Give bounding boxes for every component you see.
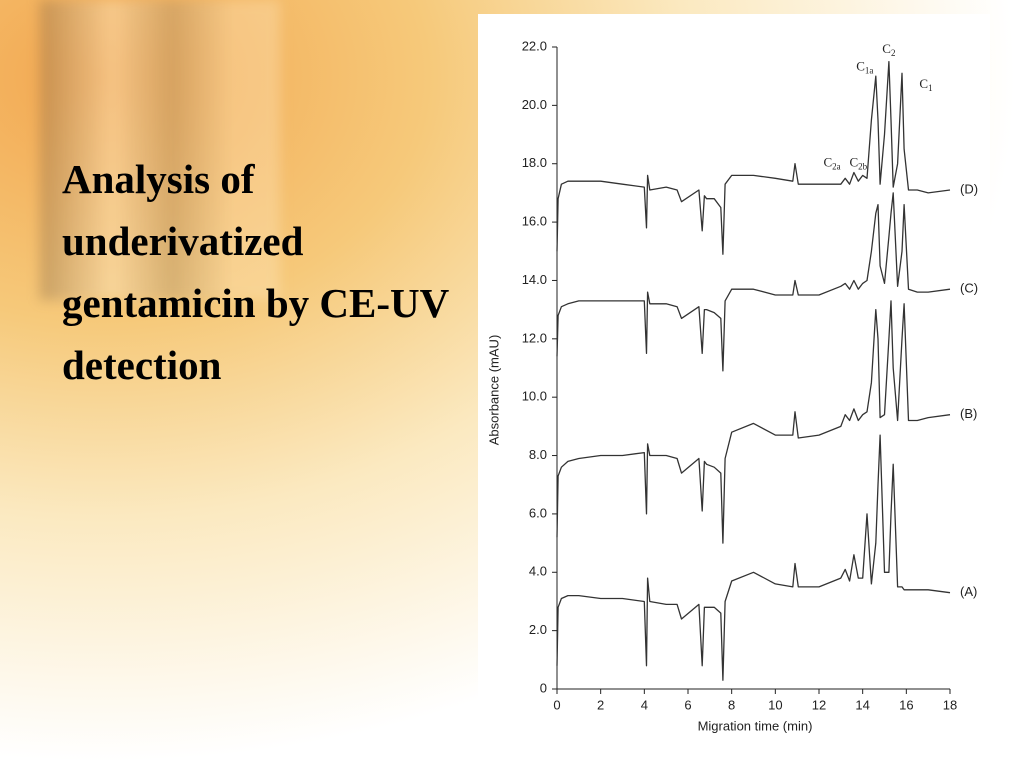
x-tick-label: 16 bbox=[899, 697, 913, 712]
annotation-subscript: 1a bbox=[865, 65, 874, 75]
x-tick-label: 14 bbox=[855, 697, 869, 712]
annotation-text: C bbox=[856, 58, 865, 73]
y-tick-label: 2.0 bbox=[529, 622, 547, 637]
y-tick-label: 0 bbox=[540, 680, 547, 695]
y-tick-label: 12.0 bbox=[522, 330, 547, 345]
series-line bbox=[556, 434, 951, 681]
annotation-subscript: 2 bbox=[891, 48, 896, 58]
y-tick-label: 22.0 bbox=[522, 38, 547, 53]
x-axis-label: Migration time (min) bbox=[698, 718, 813, 733]
x-tick-label: 2 bbox=[597, 697, 604, 712]
x-tick-label: 10 bbox=[768, 697, 782, 712]
y-tick-label: 6.0 bbox=[529, 505, 547, 520]
annotation-text: C bbox=[882, 41, 891, 56]
y-tick-label: 18.0 bbox=[522, 155, 547, 170]
peak-annotation: C2b bbox=[849, 155, 867, 172]
x-tick-label: 12 bbox=[812, 697, 826, 712]
x-tick-label: 6 bbox=[684, 697, 691, 712]
y-axis-label: Absorbance (mAU) bbox=[486, 335, 501, 446]
series-line bbox=[556, 300, 951, 544]
y-tick-label: 10.0 bbox=[522, 389, 547, 404]
annotation-text: C bbox=[824, 155, 833, 170]
annotation-subscript: 2a bbox=[832, 162, 841, 172]
chart-panel bbox=[478, 14, 990, 750]
slide-title: Analysis of underivatized gentamicin by … bbox=[62, 156, 449, 388]
annotation-text: C bbox=[919, 76, 928, 91]
peak-annotation: C2 bbox=[882, 41, 895, 58]
annotation-text: C bbox=[849, 155, 858, 170]
peak-annotation: C2a bbox=[824, 155, 841, 172]
x-tick-label: 8 bbox=[728, 697, 735, 712]
annotation-subscript: 1 bbox=[928, 83, 933, 93]
series-label: (C) bbox=[960, 281, 978, 296]
series-label: (B) bbox=[960, 406, 977, 421]
peak-annotation: C1 bbox=[919, 76, 932, 93]
x-tick-label: 18 bbox=[943, 697, 957, 712]
series-label: (A) bbox=[960, 584, 977, 599]
y-tick-label: 16.0 bbox=[522, 214, 547, 229]
y-tick-label: 8.0 bbox=[529, 447, 547, 462]
series-line bbox=[556, 60, 951, 255]
x-tick-label: 0 bbox=[553, 697, 560, 712]
background-decoration bbox=[40, 0, 280, 300]
y-tick-label: 4.0 bbox=[529, 564, 547, 579]
series-label: (D) bbox=[960, 181, 978, 196]
y-tick-label: 14.0 bbox=[522, 272, 547, 287]
annotation-subscript: 2b bbox=[858, 162, 868, 172]
peak-annotation: C1a bbox=[856, 58, 873, 75]
y-tick-label: 20.0 bbox=[522, 97, 547, 112]
x-tick-label: 4 bbox=[641, 697, 648, 712]
series-line bbox=[556, 192, 951, 372]
